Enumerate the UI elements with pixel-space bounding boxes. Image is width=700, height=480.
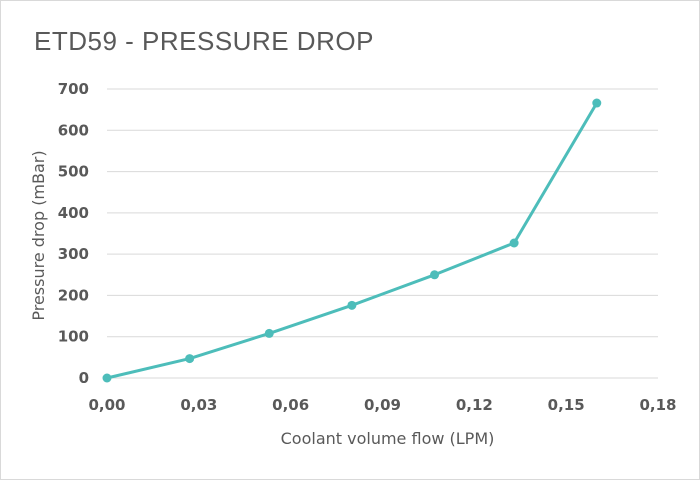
y-tick-labels: 0 100 200 300 400 500 600 700 [58, 80, 89, 387]
y-axis-title: Pressure drop (mBar) [29, 150, 48, 320]
x-tick-label: 0,00 [88, 396, 125, 414]
y-tick-label: 700 [58, 80, 89, 98]
data-point [347, 300, 357, 310]
gridlines [107, 88, 658, 338]
x-axis-title: Coolant volume flow (LPM) [281, 429, 495, 448]
x-tick-label: 0,15 [548, 396, 585, 414]
data-point [509, 238, 519, 248]
x-tick-label: 0,09 [364, 396, 401, 414]
data-point [264, 328, 274, 338]
y-tick-label: 500 [58, 163, 89, 181]
y-tick-label: 600 [58, 121, 89, 139]
x-tick-labels: 0,00 0,03 0,06 0,09 0,12 0,15 0,18 [88, 396, 676, 414]
y-tick-label: 300 [58, 245, 89, 263]
data-point [592, 98, 602, 108]
data-point [185, 354, 195, 364]
data-point [430, 270, 440, 280]
y-tick-label: 100 [58, 328, 89, 346]
x-tick-label: 0,18 [639, 396, 676, 414]
y-tick-label: 400 [58, 204, 89, 222]
series-group [102, 98, 602, 383]
y-tick-label: 200 [58, 286, 89, 304]
chart-title: ETD59 - PRESSURE DROP [34, 26, 374, 56]
x-tick-label: 0,12 [456, 396, 493, 414]
x-tick-label: 0,06 [272, 396, 309, 414]
y-tick-label: 0 [79, 369, 89, 387]
x-tick-label: 0,03 [180, 396, 217, 414]
data-point [102, 373, 112, 383]
